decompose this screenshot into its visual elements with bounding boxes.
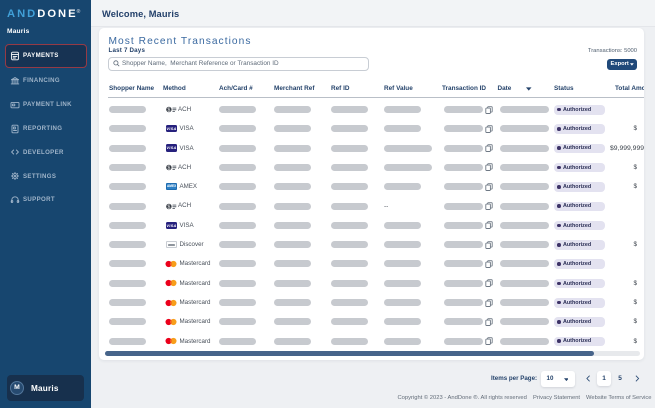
svg-text:$: $: [167, 204, 170, 210]
svg-text:$: $: [167, 107, 170, 113]
svg-text:$: $: [167, 165, 170, 171]
